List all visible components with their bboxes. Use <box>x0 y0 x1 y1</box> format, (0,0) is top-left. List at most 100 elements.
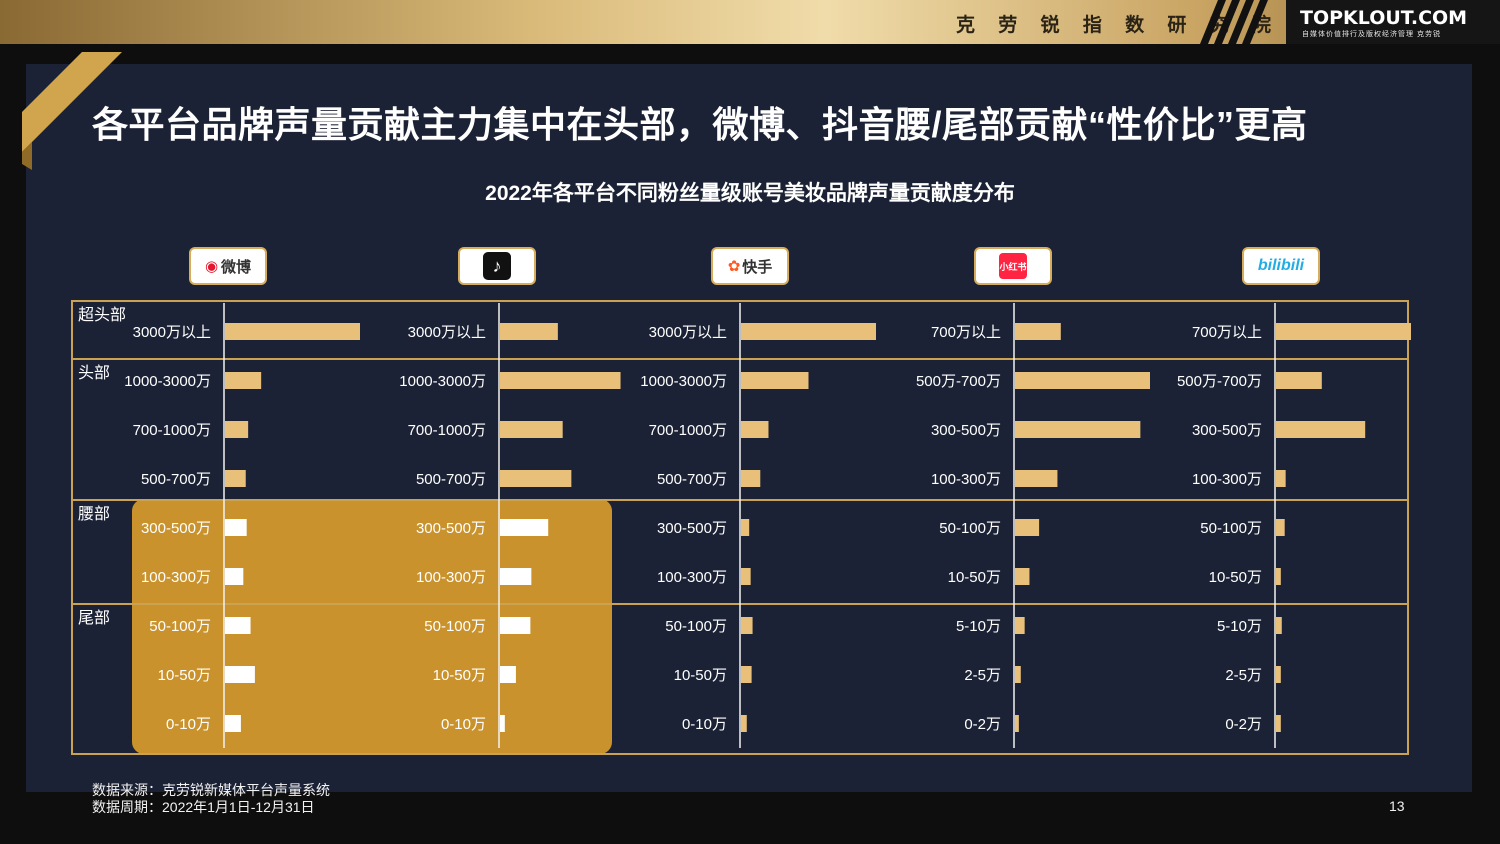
tier-label: 超头部 <box>78 306 126 324</box>
bar <box>1015 323 1061 340</box>
category-label: 100-300万 <box>931 471 1001 488</box>
bar <box>500 323 558 340</box>
bar <box>225 617 251 634</box>
category-label: 100-300万 <box>416 569 486 586</box>
bar <box>1276 323 1411 340</box>
bar <box>741 470 761 487</box>
bar <box>1015 568 1030 585</box>
bar <box>1015 372 1150 389</box>
bar <box>225 715 241 732</box>
bar <box>1015 470 1058 487</box>
bar <box>1276 372 1322 389</box>
brand-logo: TOPKLOUT.COM <box>1300 7 1468 29</box>
category-label: 10-50万 <box>948 569 1001 586</box>
category-label: 300-500万 <box>416 520 486 537</box>
category-label: 5-10万 <box>1217 618 1262 635</box>
category-label: 100-300万 <box>657 569 727 586</box>
category-label: 50-100万 <box>424 618 486 635</box>
bilibili-icon: bilibili <box>1257 257 1305 274</box>
category-label: 1000-3000万 <box>399 373 486 390</box>
category-label: 10-50万 <box>674 667 727 684</box>
weibo-icon: ◉ <box>204 258 219 275</box>
category-label: 10-50万 <box>433 667 486 684</box>
chart-title: 2022年各平台不同粉丝量级账号美妆品牌声量贡献度分布 <box>485 182 1015 205</box>
bar <box>1276 568 1281 585</box>
bar <box>1276 666 1281 683</box>
tiktok-icon: ♪ <box>483 252 511 280</box>
bar <box>741 323 876 340</box>
bar <box>741 372 809 389</box>
bar <box>741 519 750 536</box>
institute-name: 克 劳 锐 指 数 研 究 院 <box>956 15 1280 36</box>
kuaishou-logo-text: 快手 <box>742 258 773 276</box>
bar <box>500 372 621 389</box>
bar <box>1015 715 1019 732</box>
category-label: 500-700万 <box>141 471 211 488</box>
bar <box>1276 715 1281 732</box>
category-label: 700万以上 <box>931 324 1001 341</box>
category-label: 5-10万 <box>956 618 1001 635</box>
kuaishou-icon: ✿ <box>727 258 741 275</box>
chart-frame <box>71 300 1409 755</box>
category-label: 50-100万 <box>665 618 727 635</box>
category-label: 700万以上 <box>1192 324 1262 341</box>
category-label: 0-10万 <box>441 716 486 733</box>
category-label: 1000-3000万 <box>640 373 727 390</box>
stripes-decoration <box>1200 0 1268 44</box>
category-label: 500-700万 <box>416 471 486 488</box>
brand-tagline: 自媒体价值排行及版权经济管理 克劳锐 <box>1302 31 1441 38</box>
slide-title: 各平台品牌声量贡献主力集中在头部，微博、抖音腰/尾部贡献“性价比”更高 <box>92 104 1308 145</box>
data-period: 数据周期：2022年1月1日-12月31日 <box>92 799 315 815</box>
category-label: 1000-3000万 <box>124 373 211 390</box>
category-label: 500万-700万 <box>1177 373 1262 390</box>
bar <box>1015 421 1141 438</box>
bar <box>225 470 246 487</box>
tiktok-logo: ♪ <box>460 249 534 283</box>
category-label: 300-500万 <box>1192 422 1262 439</box>
category-label: 100-300万 <box>1192 471 1262 488</box>
bar <box>1015 617 1025 634</box>
category-label: 2-5万 <box>964 667 1001 684</box>
bar <box>1276 519 1285 536</box>
category-label: 700-1000万 <box>133 422 211 439</box>
bar <box>500 617 531 634</box>
bar <box>500 715 505 732</box>
tier-label: 腰部 <box>78 505 110 523</box>
category-label: 100-300万 <box>141 569 211 586</box>
category-label: 10-50万 <box>1209 569 1262 586</box>
bar <box>741 568 751 585</box>
category-label: 500-700万 <box>657 471 727 488</box>
weibo-logo-text: 微博 <box>221 258 252 276</box>
category-label: 700-1000万 <box>649 422 727 439</box>
category-label: 500万-700万 <box>916 373 1001 390</box>
highlight-box <box>132 499 612 754</box>
category-label: 300-500万 <box>141 520 211 537</box>
bar <box>1015 666 1021 683</box>
bar <box>225 421 249 438</box>
bar <box>225 323 360 340</box>
category-label: 0-10万 <box>682 716 727 733</box>
category-label: 0-2万 <box>1225 716 1262 733</box>
category-label: 0-10万 <box>166 716 211 733</box>
tier-label: 头部 <box>78 364 110 382</box>
category-label: 50-100万 <box>1200 520 1262 537</box>
corner-ribbon-decoration <box>22 52 122 170</box>
bar <box>500 666 516 683</box>
category-label: 2-5万 <box>1225 667 1262 684</box>
bar <box>500 470 572 487</box>
bar <box>741 666 752 683</box>
bar <box>225 568 244 585</box>
category-label: 50-100万 <box>939 520 1001 537</box>
bar <box>225 372 262 389</box>
brand-logo-box <box>1286 0 1500 44</box>
category-label: 10-50万 <box>158 667 211 684</box>
category-label: 300-500万 <box>657 520 727 537</box>
page-number: 13 <box>1389 798 1405 814</box>
bar <box>741 421 769 438</box>
bar <box>1276 617 1282 634</box>
weibo-logo: ◉ 微博 <box>191 249 265 283</box>
bar <box>1276 470 1286 487</box>
bilibili-logo: bilibili <box>1244 249 1318 283</box>
kuaishou-logo: ✿ 快手 <box>713 249 787 283</box>
category-label: 3000万以上 <box>408 324 486 341</box>
